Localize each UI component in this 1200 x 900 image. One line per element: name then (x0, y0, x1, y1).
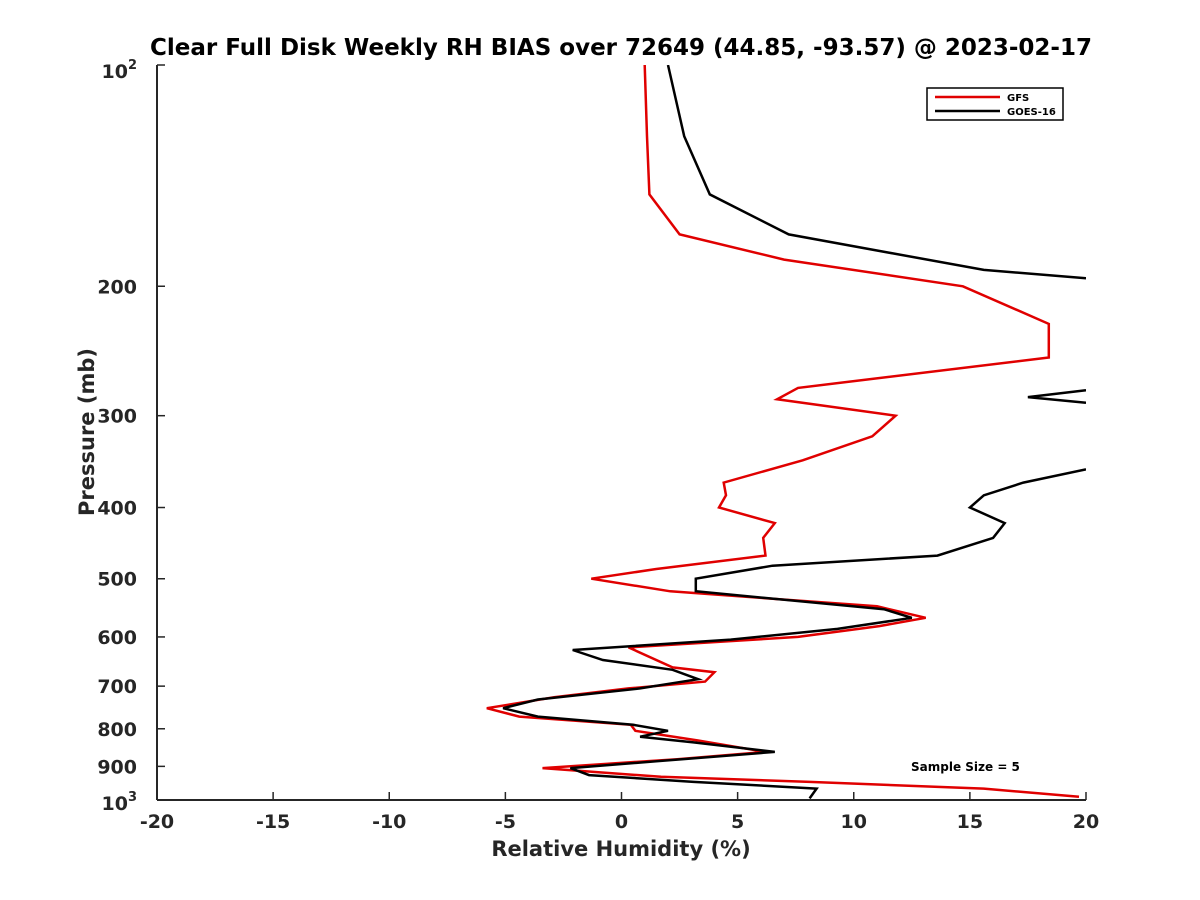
y-tick-top-base: 10 (102, 61, 128, 83)
chart-title: Clear Full Disk Weekly RH BIAS over 7264… (150, 35, 1092, 61)
series-line-gfs (486, 65, 1080, 799)
y-tick-label-top: 102 (102, 58, 138, 83)
y-axis-label: Pressure (mb) (75, 348, 99, 516)
legend-label-goes-16: GOES-16 (1007, 107, 1056, 118)
legend-box (926, 87, 1064, 121)
x-tick-label: -20 (140, 811, 174, 833)
x-tick-label: 15 (957, 811, 983, 833)
x-tick-label: 5 (731, 811, 744, 833)
x-axis-label: Relative Humidity (%) (491, 837, 750, 861)
series-line-goes-16-seg-0 (666, 65, 1086, 280)
y-tick-label: 800 (97, 719, 137, 741)
y-tick-bottom-exp: 3 (128, 790, 137, 805)
y-tick-label: 400 (97, 498, 137, 520)
y-ticks: 200 300 400 500 600 700 800 900 (97, 64, 165, 801)
x-tick-label: 0 (615, 811, 628, 833)
y-tick-label: 600 (97, 627, 137, 649)
y-tick-label: 900 (97, 756, 137, 778)
y-tick-label: 200 (97, 276, 137, 298)
x-tick-label: -15 (256, 811, 290, 833)
x-tick-label: 20 (1073, 811, 1099, 833)
series-line-goes-16-seg-2 (502, 468, 1086, 800)
series-layer (486, 65, 1086, 800)
x-tick-label: -5 (495, 811, 516, 833)
x-tick-label: 10 (841, 811, 867, 833)
sample-size-annotation: Sample Size = 5 (911, 760, 1020, 774)
y-tick-label-bottom: 103 (102, 790, 138, 815)
x-tick-label: -10 (372, 811, 406, 833)
y-tick-label: 300 (97, 406, 137, 428)
series-line-goes-16-seg-1 (1027, 388, 1086, 404)
y-tick-bottom-base: 10 (102, 793, 128, 815)
legend: GFS GOES-16 (926, 87, 1064, 121)
legend-label-gfs: GFS (1007, 93, 1029, 104)
y-tick-label: 500 (97, 569, 137, 591)
y-tick-top-exp: 2 (128, 58, 137, 73)
y-tick-label: 700 (97, 676, 137, 698)
x-ticks: -20 -15 -10 -5 0 5 10 15 20 (140, 792, 1099, 833)
